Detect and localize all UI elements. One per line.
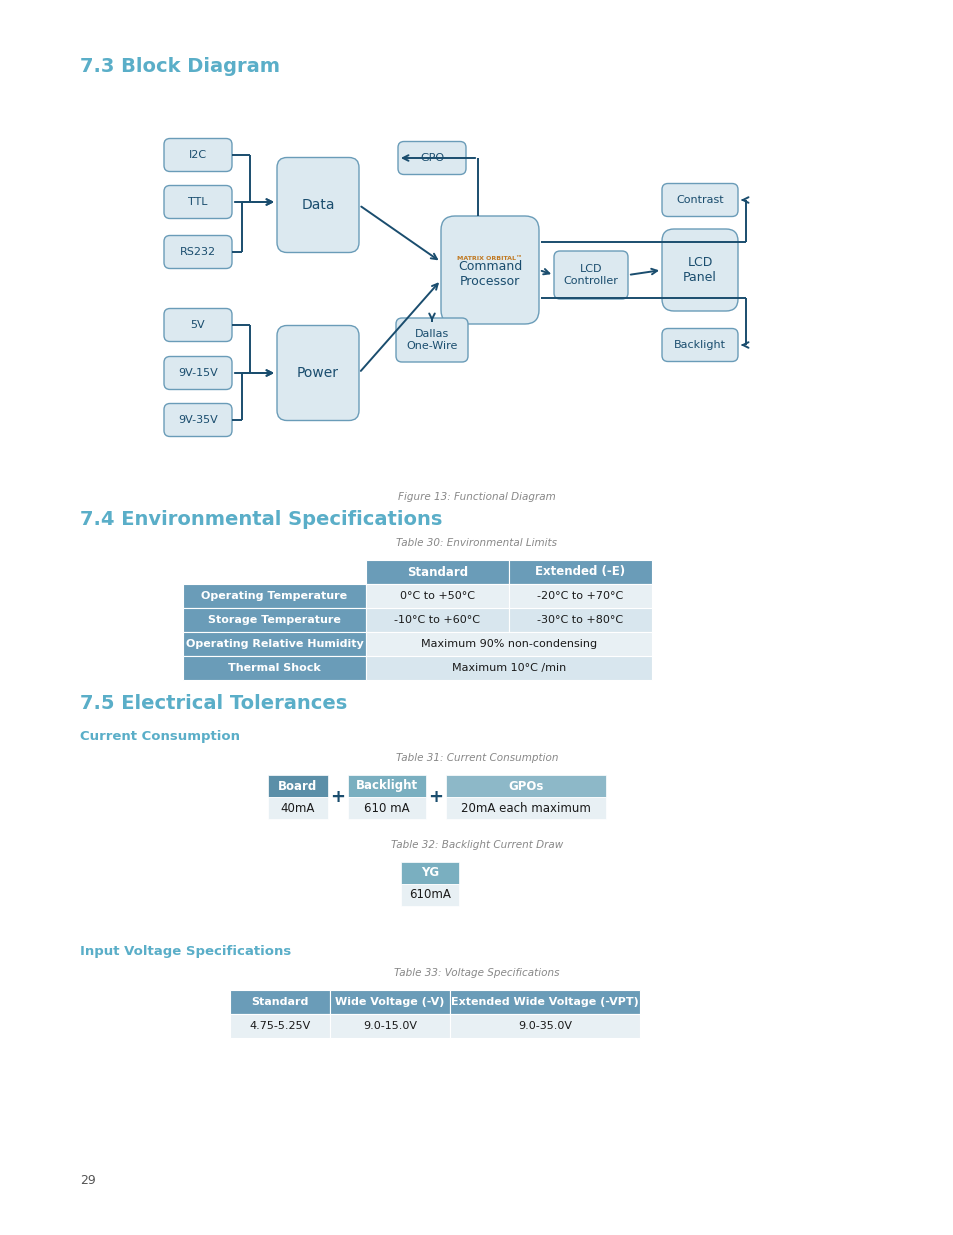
Bar [330,1014,450,1037]
Text: Input Voltage Specifications: Input Voltage Specifications [80,945,291,958]
FancyBboxPatch shape [164,236,232,268]
FancyBboxPatch shape [661,228,738,311]
Text: 9V-15V: 9V-15V [178,368,217,378]
Text: Contrast: Contrast [676,195,723,205]
Text: Dallas
One-Wire: Dallas One-Wire [406,330,457,351]
Text: 4.75-5.25V: 4.75-5.25V [249,1021,311,1031]
Bar [509,559,651,584]
Text: 610mA: 610mA [409,888,451,902]
Bar [509,584,651,608]
Text: Table 33: Voltage Specifications: Table 33: Voltage Specifications [394,968,559,978]
Text: YG: YG [420,867,438,879]
Text: Current Consumption: Current Consumption [80,730,240,743]
FancyBboxPatch shape [397,142,465,174]
FancyBboxPatch shape [661,184,738,216]
Bar [268,776,328,797]
Bar [348,797,426,819]
Text: Power: Power [296,366,338,380]
Bar [366,584,509,608]
Text: TTL: TTL [188,198,208,207]
FancyBboxPatch shape [554,251,627,299]
Text: Extended Wide Voltage (-VPT): Extended Wide Voltage (-VPT) [451,997,639,1007]
Text: 9V-35V: 9V-35V [178,415,217,425]
Text: GPOs: GPOs [508,779,543,793]
Text: 9.0-35.0V: 9.0-35.0V [517,1021,572,1031]
Bar [509,608,651,632]
Text: Backlight: Backlight [673,340,725,350]
Text: Table 31: Current Consumption: Table 31: Current Consumption [395,753,558,763]
Text: Maximum 10°C /min: Maximum 10°C /min [452,663,565,673]
Bar [366,559,509,584]
Bar [400,884,458,906]
Text: +: + [428,788,443,806]
Text: LCD
Controller: LCD Controller [563,264,618,285]
Text: 29: 29 [80,1174,95,1187]
Text: 9.0-15.0V: 9.0-15.0V [363,1021,416,1031]
Bar [366,656,651,680]
Bar [330,990,450,1014]
Text: 20mA each maximum: 20mA each maximum [460,802,590,815]
Text: 40mA: 40mA [280,802,314,815]
FancyBboxPatch shape [395,317,468,362]
Bar [183,656,366,680]
Bar [366,632,651,656]
Text: Backlight: Backlight [355,779,417,793]
Text: Table 32: Backlight Current Draw: Table 32: Backlight Current Draw [391,840,562,850]
FancyBboxPatch shape [661,329,738,362]
Text: 610 mA: 610 mA [364,802,410,815]
FancyBboxPatch shape [164,404,232,436]
Text: 5V: 5V [191,320,205,330]
Text: -20°C to +70°C: -20°C to +70°C [537,592,623,601]
FancyBboxPatch shape [164,309,232,342]
Bar [366,608,509,632]
Text: +: + [330,788,345,806]
Bar [446,797,605,819]
Text: RS232: RS232 [180,247,215,257]
Text: 0°C to +50°C: 0°C to +50°C [399,592,475,601]
Bar [230,1014,330,1037]
Text: I2C: I2C [189,149,207,161]
Text: Board: Board [278,779,317,793]
Text: LCD
Panel: LCD Panel [682,256,717,284]
Bar [183,632,366,656]
Text: MATRIX ORBITAL™: MATRIX ORBITAL™ [456,256,522,261]
Text: Command
Processor: Command Processor [457,261,521,288]
Text: Figure 13: Functional Diagram: Figure 13: Functional Diagram [397,492,556,501]
FancyBboxPatch shape [276,326,358,420]
Text: Storage Temperature: Storage Temperature [208,615,340,625]
FancyBboxPatch shape [164,138,232,172]
Text: Standard: Standard [251,997,309,1007]
Bar [183,584,366,608]
Bar [230,990,330,1014]
Text: GPO: GPO [419,153,443,163]
Bar [400,862,458,884]
Text: 7.5 Electrical Tolerances: 7.5 Electrical Tolerances [80,694,347,713]
FancyBboxPatch shape [440,216,538,324]
FancyBboxPatch shape [164,357,232,389]
Text: Thermal Shock: Thermal Shock [228,663,320,673]
Bar [446,776,605,797]
Bar [183,608,366,632]
Bar [450,990,639,1014]
Text: Operating Relative Humidity: Operating Relative Humidity [186,638,363,650]
Bar [450,1014,639,1037]
Text: 7.4 Environmental Specifications: 7.4 Environmental Specifications [80,510,442,529]
Text: Standard: Standard [407,566,468,578]
Bar [348,776,426,797]
Text: Extended (-E): Extended (-E) [535,566,625,578]
Text: Table 30: Environmental Limits: Table 30: Environmental Limits [396,538,557,548]
Text: 7.3 Block Diagram: 7.3 Block Diagram [80,57,280,77]
Text: Wide Voltage (-V): Wide Voltage (-V) [335,997,444,1007]
Text: Data: Data [301,198,335,212]
Text: -10°C to +60°C: -10°C to +60°C [395,615,480,625]
Text: Maximum 90% non-condensing: Maximum 90% non-condensing [420,638,597,650]
FancyBboxPatch shape [164,185,232,219]
Text: Operating Temperature: Operating Temperature [201,592,347,601]
Bar [183,559,366,584]
FancyBboxPatch shape [276,158,358,252]
Bar [268,797,328,819]
Text: -30°C to +80°C: -30°C to +80°C [537,615,623,625]
